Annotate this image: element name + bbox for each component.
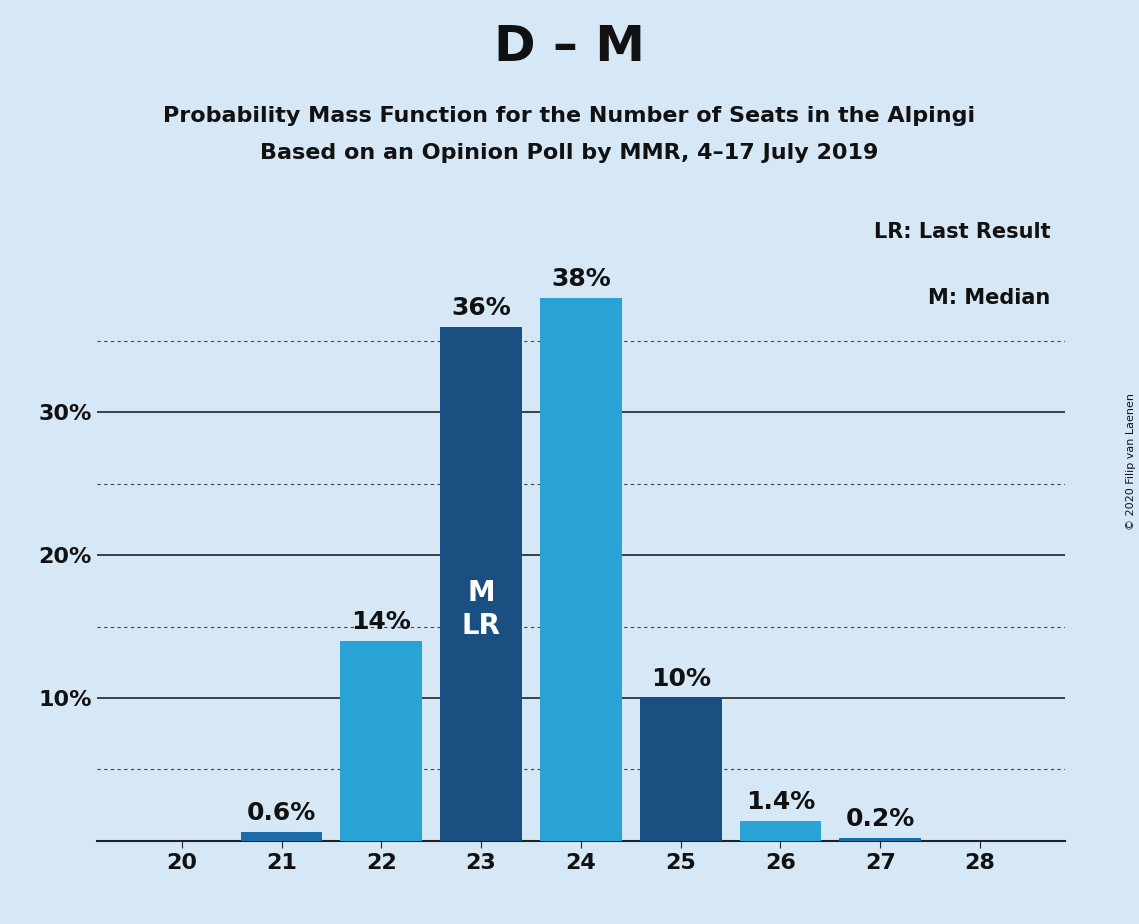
Text: Based on an Opinion Poll by MMR, 4–17 July 2019: Based on an Opinion Poll by MMR, 4–17 Ju…: [261, 143, 878, 164]
Text: 14%: 14%: [351, 610, 411, 634]
Text: 38%: 38%: [551, 267, 611, 291]
Text: Probability Mass Function for the Number of Seats in the Alpingi: Probability Mass Function for the Number…: [163, 106, 976, 127]
Bar: [240, 833, 322, 841]
Text: D – M: D – M: [494, 23, 645, 71]
Bar: [440, 327, 522, 841]
Bar: [341, 641, 423, 841]
Text: 0.2%: 0.2%: [845, 807, 915, 831]
Text: M
LR: M LR: [461, 579, 501, 639]
Text: 0.6%: 0.6%: [247, 801, 317, 825]
Text: © 2020 Filip van Laenen: © 2020 Filip van Laenen: [1126, 394, 1136, 530]
Text: 36%: 36%: [451, 296, 511, 320]
Bar: [839, 838, 921, 841]
Text: 10%: 10%: [650, 667, 711, 691]
Text: LR: Last Result

M: Median: LR: Last Result M: Median: [874, 222, 1050, 308]
Text: 1.4%: 1.4%: [746, 790, 816, 814]
Bar: [540, 298, 622, 841]
Bar: [640, 698, 722, 841]
Bar: [739, 821, 821, 841]
